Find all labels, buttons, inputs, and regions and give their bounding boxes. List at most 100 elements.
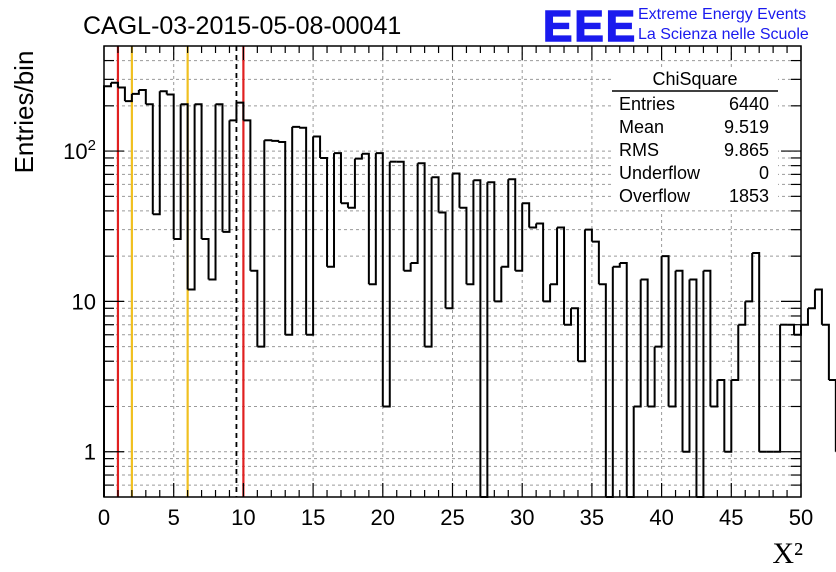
histogram-bin <box>445 173 454 310</box>
histogram-bin <box>717 379 726 452</box>
histogram-bin <box>313 135 322 158</box>
eee-logo-letters: EEE <box>543 2 637 51</box>
y-tick-label: 1 <box>84 440 96 465</box>
histogram-bin <box>243 119 252 271</box>
stats-value-rms: 9.865 <box>724 140 769 160</box>
histogram-bin <box>229 102 238 122</box>
histogram-bin <box>654 256 663 348</box>
histogram-bin <box>577 229 586 363</box>
histogram-bin <box>327 153 336 268</box>
histogram-bin <box>145 103 154 215</box>
stats-value-mean: 9.519 <box>724 117 769 137</box>
histogram-bin <box>403 263 412 272</box>
histogram-bin <box>640 278 649 407</box>
stats-box: ChiSquare Entries 6440 Mean 9.519 RMS 9.… <box>612 68 778 210</box>
histogram-bin <box>361 152 370 285</box>
logo-line-1: Extreme Energy Events <box>638 6 806 23</box>
histogram-bin <box>745 252 754 303</box>
histogram-bin <box>222 120 231 233</box>
logo-line-2: La Scienza nelle Scuole <box>638 26 809 43</box>
histogram-bin <box>138 88 147 105</box>
axis-ticks <box>103 46 802 497</box>
histogram-bin <box>320 156 329 267</box>
histogram-bin <box>647 346 656 408</box>
histogram-bin <box>431 176 440 213</box>
histogram-bin <box>668 270 677 408</box>
histogram-bin <box>584 228 593 242</box>
histogram-bin <box>208 104 217 281</box>
histogram-bin <box>354 153 363 160</box>
histogram-bin <box>543 284 552 303</box>
histogram-bin <box>564 308 572 326</box>
histogram-bin <box>536 222 545 302</box>
histogram-bin <box>124 93 133 103</box>
x-tick-label: 30 <box>510 505 534 530</box>
histogram-bin <box>292 125 301 128</box>
histogram-bin <box>598 283 607 497</box>
histogram-bin <box>152 91 161 216</box>
histogram-bin <box>570 307 579 362</box>
x-axis-label: X² <box>772 537 803 570</box>
histogram-bin <box>633 279 642 408</box>
stats-label-mean: Mean <box>619 117 664 137</box>
histogram-bin <box>424 177 433 348</box>
chart-title: CAGL-03-2015-05-08-00041 <box>83 12 401 40</box>
histogram-bin <box>473 179 482 497</box>
histogram-bin <box>731 324 740 382</box>
x-tick-label: 25 <box>440 505 464 530</box>
x-tick-label: 20 <box>371 505 395 530</box>
histogram-bin <box>299 126 308 335</box>
histogram-bin <box>508 178 517 271</box>
histogram-bin <box>117 86 126 102</box>
stats-label-entries: Entries <box>619 94 675 114</box>
y-tick-label: 10 <box>72 289 96 314</box>
histogram-bin <box>285 126 294 336</box>
histogram-bin <box>173 104 182 241</box>
histogram-bin <box>801 308 809 326</box>
histogram-bin <box>306 136 315 336</box>
histogram-bin <box>459 206 468 285</box>
histogram-bin <box>550 227 559 286</box>
histogram-bin <box>236 101 245 121</box>
histogram-bin <box>334 152 342 204</box>
stats-label-overflow: Overflow <box>619 186 691 206</box>
histogram-bin <box>187 104 196 291</box>
histogram-bin <box>368 153 377 286</box>
histogram-bin <box>131 89 140 95</box>
histogram-bin <box>522 202 531 228</box>
histogram-bin <box>452 172 461 208</box>
histogram-bin <box>438 211 447 309</box>
y-tick-label: 102 <box>63 137 96 164</box>
histogram-bin <box>689 278 698 497</box>
x-tick-label: 45 <box>719 505 743 530</box>
histogram-bin <box>591 240 600 285</box>
histogram-bin <box>466 180 475 286</box>
stats-box-title: ChiSquare <box>652 69 737 89</box>
histogram-bin <box>773 324 782 453</box>
x-tick-label: 0 <box>98 505 110 530</box>
histogram-bin <box>501 179 510 268</box>
histogram-bin <box>382 161 391 408</box>
histogram-bin <box>257 140 266 348</box>
histogram-bin <box>821 323 830 381</box>
x-tick-label: 35 <box>580 505 604 530</box>
x-tick-label: 40 <box>649 505 673 530</box>
histogram-bin <box>201 238 210 280</box>
histogram-bin <box>515 203 524 272</box>
histogram-bin <box>347 158 356 209</box>
histogram-bin <box>682 279 691 453</box>
histogram-bin <box>557 226 566 325</box>
histogram-bin <box>529 223 538 229</box>
histogram-bin <box>375 152 384 407</box>
histogram-bin <box>738 301 747 326</box>
histogram-bin <box>194 103 203 240</box>
histogram-bin <box>724 380 733 453</box>
histogram-bin <box>340 202 349 208</box>
histogram-bin <box>807 289 816 310</box>
x-tick-label: 5 <box>168 505 180 530</box>
histogram-bin <box>710 380 719 408</box>
histogram-bin <box>264 139 273 142</box>
histogram-bin <box>166 93 175 240</box>
stats-label-rms: RMS <box>619 140 659 160</box>
